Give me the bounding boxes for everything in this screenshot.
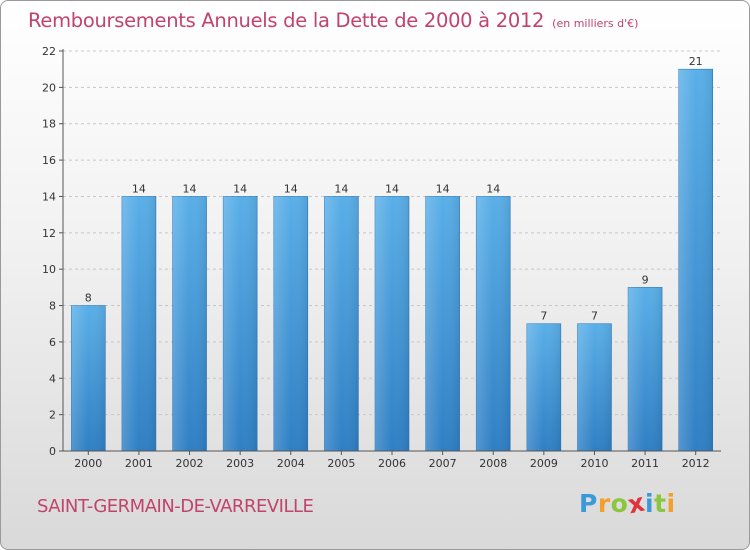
bar-value-label: 14 [233, 182, 247, 195]
x-tick-label: 2006 [378, 457, 406, 470]
bar-shade [678, 69, 713, 451]
bar-shade [273, 196, 308, 451]
y-tick-label: 22 [42, 45, 56, 58]
bar-shade [324, 196, 359, 451]
bars [71, 68, 713, 452]
bar-shade [375, 196, 409, 451]
y-tick-label: 2 [49, 409, 56, 422]
y-tick-label: 0 [49, 445, 56, 458]
bar-value-label: 7 [540, 310, 547, 323]
x-tick-label: 2001 [125, 457, 153, 470]
bar-shade [425, 196, 460, 451]
y-tick-label: 16 [42, 154, 56, 167]
y-tick-label: 8 [49, 300, 56, 313]
y-tick-label: 20 [42, 81, 56, 94]
bar-shade [121, 196, 156, 451]
bar-shade [476, 196, 511, 451]
logo-letter: t [654, 489, 667, 518]
bar-shade [577, 323, 612, 451]
bar-value-label: 21 [689, 55, 703, 68]
bar-value-label: 14 [183, 182, 197, 195]
chart-title: Remboursements Annuels de la Dette de 20… [28, 9, 638, 32]
y-tick-label: 18 [42, 118, 56, 131]
x-tick-label: 2008 [479, 457, 507, 470]
bar-value-label: 14 [284, 182, 298, 195]
bar-shade [223, 196, 258, 451]
bar-value-label: 14 [436, 182, 450, 195]
labels: 0 2 4 6 8 10 12 14 16 18 20 22 8 2000 14 2001 14 2002 14 20… [42, 45, 710, 470]
x-tick-label: 2010 [580, 457, 608, 470]
bar-value-label: 14 [385, 182, 399, 195]
bar-shade [71, 305, 106, 451]
bar-shade [172, 196, 207, 451]
x-tick-label: 2003 [226, 457, 254, 470]
bar-value-label: 8 [85, 292, 92, 305]
x-tick-label: 2011 [631, 457, 659, 470]
bar-value-label: 9 [642, 273, 649, 286]
y-tick-label: 14 [42, 190, 56, 203]
logo-letter: i [645, 489, 655, 518]
y-tick-label: 4 [49, 372, 56, 385]
bar-value-label: 14 [486, 182, 500, 195]
x-tick-label: 2002 [176, 457, 204, 470]
axes [59, 49, 721, 455]
logo-letter: i [666, 489, 676, 518]
x-tick-label: 2000 [74, 457, 102, 470]
chart-subtitle: (en milliers d'€) [552, 17, 639, 30]
bar-shade [628, 287, 663, 451]
x-tick-label: 2009 [530, 457, 558, 470]
proxiti-logo: Proxiti [579, 488, 676, 523]
chart-title-text: Remboursements Annuels de la Dette de 20… [28, 9, 545, 32]
x-tick-label: 2004 [277, 457, 305, 470]
x-tick-label: 2012 [682, 457, 710, 470]
commune-name: SAINT-GERMAIN-DE-VARREVILLE [37, 496, 314, 517]
bar-value-label: 7 [591, 310, 598, 323]
bar-value-label: 14 [334, 182, 348, 195]
bar-shade [526, 323, 561, 451]
logo-letter: r [597, 489, 611, 518]
x-tick-label: 2005 [327, 457, 355, 470]
logo-letter: P [579, 489, 598, 518]
logo-letter: o [610, 489, 629, 518]
y-tick-label: 12 [42, 227, 56, 240]
y-tick-label: 10 [42, 263, 56, 276]
x-tick-label: 2007 [429, 457, 457, 470]
y-tick-label: 6 [49, 336, 56, 349]
bar-value-label: 14 [132, 182, 146, 195]
